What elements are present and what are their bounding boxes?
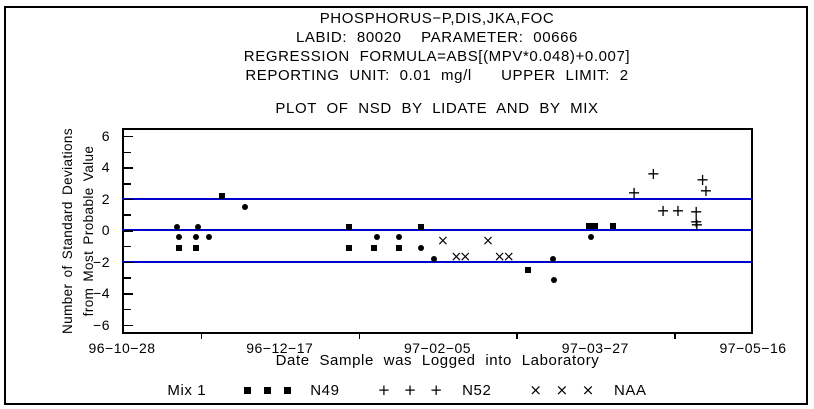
data-point-naa: × [459, 248, 472, 265]
data-point-n49 [193, 244, 200, 251]
data-point-n52: + [690, 214, 704, 234]
x-axis-title: Date Sample was Logged into Laboratory [275, 352, 600, 369]
data-point-n49 [549, 255, 556, 262]
data-point-n52: + [627, 183, 641, 203]
data-point-naa: × [482, 233, 494, 250]
legend-title: Mix 1 [167, 381, 207, 399]
y-tick-label: 4 [101, 159, 110, 176]
square-marker-icon [264, 386, 272, 394]
y-tick [124, 230, 133, 232]
plot-title: PLOT OF NSD BY LIDATE AND BY MIX [275, 100, 599, 117]
data-point-n52: + [646, 164, 660, 184]
data-point-n52: + [689, 202, 703, 222]
data-point-n49 [345, 244, 352, 251]
y-tick [124, 135, 133, 138]
data-point-naa: × [450, 248, 463, 265]
x-marker-icon: × [555, 380, 569, 399]
data-point-n49 [550, 276, 557, 283]
reference-line-2 [122, 197, 753, 200]
data-point-n49 [585, 223, 592, 230]
data-point-n49 [431, 255, 438, 262]
x-marker-icon: × [529, 380, 543, 399]
data-point-n49 [591, 223, 598, 230]
data-point-n52: + [689, 211, 703, 231]
data-point-n49 [175, 234, 182, 241]
header-line-substance: PHOSPHORUS−P,DIS,JKA,FOC [319, 10, 555, 27]
data-point-n49 [610, 223, 617, 230]
data-point-n49 [587, 233, 594, 240]
data-point-n49 [219, 193, 226, 200]
data-point-n49 [525, 266, 532, 273]
data-point-n49 [175, 244, 182, 251]
data-point-n49 [345, 224, 352, 231]
x-minor-tick [200, 334, 203, 339]
y-tick [124, 277, 131, 279]
data-point-n52: + [671, 201, 685, 221]
y-tick [124, 214, 131, 216]
data-point-n49 [418, 224, 425, 231]
y-tick [124, 261, 133, 264]
y-tick [124, 167, 133, 169]
data-point-n49 [193, 234, 200, 241]
reference-line--2 [122, 260, 753, 263]
x-minor-tick [358, 334, 361, 339]
data-point-n52: + [656, 201, 670, 221]
plus-marker-icon: + [403, 380, 417, 399]
data-point-n49 [242, 204, 249, 211]
x-minor-tick [674, 334, 676, 339]
data-point-naa: × [493, 248, 506, 265]
legend-label-n49: N49 [310, 381, 340, 399]
x-tick-label: 96−10−28 [88, 340, 156, 356]
legend-group-naa: × × × NAA [529, 382, 646, 399]
y-tick [124, 324, 133, 327]
y-tick-label: 2 [101, 190, 110, 207]
header-line-regression-formula: REGRESSION FORMULA=ABS[(MPV*0.048)+0.007… [243, 48, 631, 65]
x-minor-tick [516, 334, 518, 339]
data-point-n49 [374, 234, 381, 241]
y-tick [124, 183, 131, 185]
y-tick-label: −6 [93, 316, 110, 333]
y-tick-label: 6 [101, 127, 110, 144]
legend-group-n52: + + + N52 [378, 382, 492, 399]
legend: Mix 1 N49 + + + N52 × × × NAA [0, 381, 814, 399]
data-point-naa: × [436, 233, 449, 250]
data-point-n49 [206, 234, 213, 241]
y-tick [124, 245, 131, 248]
header-title-block: PHOSPHORUS−P,DIS,JKA,FOC LABID: 80020 PA… [60, 9, 814, 85]
data-point-naa: × [502, 248, 515, 265]
plus-marker-icon: + [429, 380, 444, 399]
x-tick-label: 96−12−17 [246, 340, 314, 356]
plus-marker-icon: + [377, 380, 391, 399]
data-point-n52: + [695, 169, 710, 189]
header-line-labid-parameter: LABID: 80020 PARAMETER: 00666 [295, 29, 578, 46]
data-point-n49 [174, 224, 181, 231]
y-tick-label: 0 [101, 222, 110, 239]
legend-group-n49: N49 [244, 382, 339, 399]
data-point-n52: + [699, 180, 713, 200]
reference-line-0 [122, 229, 753, 232]
y-tick [124, 308, 131, 311]
y-tick-label: −4 [93, 285, 110, 302]
y-tick [124, 198, 133, 201]
x-tick-label: 97−02−05 [403, 340, 472, 356]
legend-label-n52: N52 [462, 381, 492, 399]
y-tick [124, 151, 131, 154]
y-tick-label: −2 [93, 253, 110, 270]
y-tick [124, 293, 133, 295]
data-point-n49 [371, 244, 378, 251]
x-tick-label: 97−05−16 [719, 340, 787, 356]
x-marker-icon: × [581, 380, 595, 399]
data-point-n49 [396, 234, 403, 241]
legend-label-naa: NAA [613, 381, 647, 399]
header-line-reporting-unit: REPORTING UNIT: 0.01 mg/l UPPER LIMIT: 2 [245, 67, 629, 84]
data-point-n49 [396, 244, 403, 251]
square-marker-icon [284, 386, 292, 394]
outer-border [4, 6, 808, 405]
x-tick-label: 97−03−27 [561, 340, 629, 356]
data-point-n49 [418, 244, 425, 251]
data-point-n49 [194, 224, 201, 231]
square-marker-icon [244, 386, 252, 394]
